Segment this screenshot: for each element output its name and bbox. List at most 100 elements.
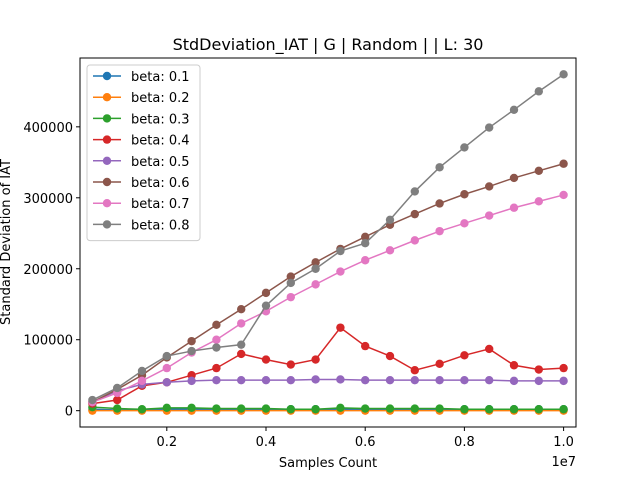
data-point <box>509 173 519 183</box>
data-point <box>559 190 568 200</box>
legend-item: beta: 0.5 <box>93 155 190 170</box>
data-point <box>137 405 147 414</box>
data-point <box>187 346 196 356</box>
legend-marker <box>102 177 112 187</box>
data-point <box>361 239 370 248</box>
legend-box <box>86 64 201 242</box>
data-point <box>237 305 246 314</box>
legend-label: beta: 0.4 <box>131 134 190 149</box>
series-beta-0-3 <box>88 402 568 414</box>
data-point <box>410 236 419 245</box>
data-point <box>137 376 147 386</box>
data-point <box>261 301 271 310</box>
data-point <box>534 365 543 374</box>
data-point <box>460 375 469 385</box>
data-point <box>559 159 568 168</box>
series-beta-0-8 <box>88 70 568 405</box>
legend-marker <box>102 220 112 229</box>
data-point <box>336 375 345 384</box>
data-point <box>534 376 543 386</box>
data-point <box>509 361 519 370</box>
data-point <box>212 404 221 413</box>
data-point <box>410 366 419 375</box>
series-line <box>92 194 564 403</box>
legend-label: beta: 0.8 <box>131 218 190 233</box>
data-point <box>187 376 196 386</box>
y-axis: 0 100000 200000 300000 400000 <box>23 121 80 420</box>
data-point <box>162 363 171 373</box>
data-point <box>361 375 370 385</box>
data-point <box>559 70 568 79</box>
data-point <box>137 366 147 376</box>
data-point <box>385 404 395 413</box>
data-point <box>113 395 122 405</box>
y-tick-label: 0 <box>65 405 73 420</box>
data-point <box>460 219 469 228</box>
data-point <box>509 405 519 414</box>
data-point <box>361 256 370 265</box>
legend-marker <box>102 156 112 165</box>
x-axis-label: Samples Count <box>279 456 377 471</box>
data-point <box>534 166 543 176</box>
data-point <box>286 375 295 385</box>
data-point <box>237 319 246 328</box>
data-point <box>88 395 97 405</box>
data-point <box>534 87 543 96</box>
data-point <box>410 187 419 196</box>
data-point <box>162 403 171 413</box>
data-point <box>261 375 271 385</box>
data-point <box>410 404 419 413</box>
x-axis-offset-text: 1e7 <box>551 455 576 470</box>
data-point <box>485 182 494 191</box>
data-point <box>336 246 345 256</box>
x-tick-label: 1.0 <box>553 435 574 450</box>
x-tick-label: 0.2 <box>156 435 177 450</box>
plot-content <box>88 70 568 415</box>
data-point <box>261 288 271 298</box>
data-point <box>311 264 320 273</box>
data-point <box>237 340 246 349</box>
data-point <box>361 232 370 242</box>
data-point <box>385 375 395 385</box>
data-point <box>435 199 444 208</box>
data-point <box>485 123 494 132</box>
data-point <box>261 404 271 413</box>
legend-item: beta: 0.6 <box>93 176 190 191</box>
data-point <box>534 197 543 206</box>
x-axis: 0.2 0.4 0.6 0.8 1.0 <box>156 427 574 450</box>
data-point <box>212 320 221 330</box>
data-point <box>485 405 494 414</box>
legend-item: beta: 0.4 <box>93 134 190 149</box>
data-point <box>286 360 295 369</box>
data-point <box>534 405 543 414</box>
data-point <box>212 375 221 385</box>
data-point <box>311 258 320 267</box>
data-point <box>559 405 568 414</box>
series-line <box>92 73 565 401</box>
series-line <box>92 326 564 405</box>
x-tick-label: 0.6 <box>355 435 376 450</box>
data-point <box>286 405 295 414</box>
data-point <box>311 280 320 289</box>
data-point <box>410 209 419 219</box>
legend-item: beta: 0.2 <box>93 91 190 106</box>
legend-label: beta: 0.5 <box>131 155 190 170</box>
data-point <box>460 143 469 152</box>
data-point <box>385 351 395 361</box>
legend-label: beta: 0.3 <box>131 112 190 127</box>
legend-label: beta: 0.2 <box>131 91 190 106</box>
data-point <box>361 341 370 351</box>
x-tick-label: 0.4 <box>256 435 277 450</box>
data-point <box>212 343 221 352</box>
legend-marker <box>102 93 112 102</box>
plot-frame <box>79 57 577 428</box>
data-point <box>162 378 171 387</box>
data-point <box>435 359 444 369</box>
data-point <box>187 403 196 413</box>
data-point <box>261 355 271 364</box>
chart-title: StdDeviation_IAT | G | Random | | L: 30 <box>173 35 484 55</box>
data-point <box>435 404 444 413</box>
legend-marker <box>102 199 112 208</box>
data-point <box>509 203 519 212</box>
